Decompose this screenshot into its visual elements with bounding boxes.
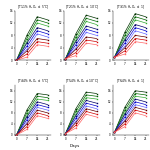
Title: [T6:4% H$_2$O$_2$ at 1]: [T6:4% H$_2$O$_2$ at 1]	[116, 78, 145, 85]
Title: [T5:4% H$_2$O$_2$ at 10$^o$C]: [T5:4% H$_2$O$_2$ at 10$^o$C]	[65, 78, 99, 85]
Title: [T2:1% H$_2$O$_2$ at 10$^o$C]: [T2:1% H$_2$O$_2$ at 10$^o$C]	[64, 3, 99, 10]
Title: [T4:4% H$_2$O$_2$ at 5$^o$C]: [T4:4% H$_2$O$_2$ at 5$^o$C]	[16, 78, 49, 85]
Title: [T3:1% H$_2$O$_2$ at 1]: [T3:1% H$_2$O$_2$ at 1]	[116, 3, 145, 10]
Title: [T1:1% H$_2$O$_2$ at 5$^o$C]: [T1:1% H$_2$O$_2$ at 5$^o$C]	[16, 3, 49, 10]
Text: Days: Days	[70, 144, 80, 148]
